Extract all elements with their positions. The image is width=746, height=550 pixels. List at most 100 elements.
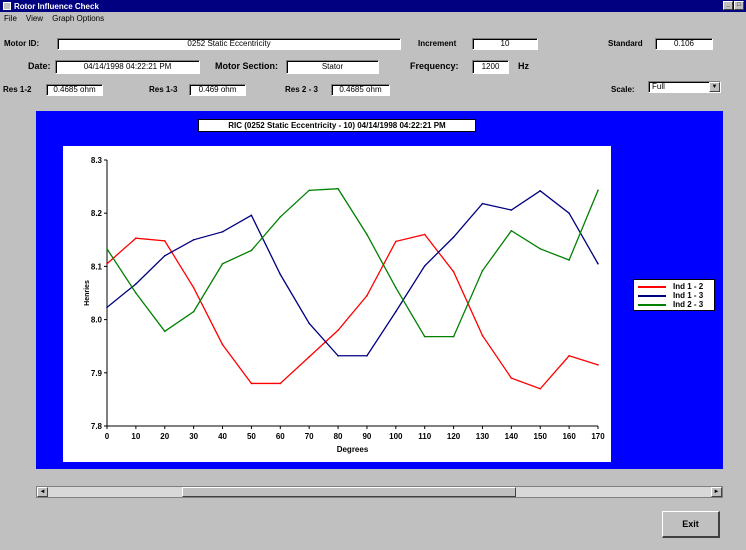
date-field[interactable]: 04/14/1998 04:22:21 PM xyxy=(55,60,200,74)
data-point-ind-1-3 xyxy=(308,322,310,325)
res13-field[interactable]: 0.469 ohm xyxy=(189,84,246,96)
data-point-ind-2-3 xyxy=(366,233,368,236)
data-point-ind-1-2 xyxy=(423,233,426,236)
chevron-down-icon[interactable]: ▼ xyxy=(709,82,720,92)
legend-entry-ind-1-3: Ind 1 - 3 xyxy=(638,291,712,300)
data-point-ind-2-3 xyxy=(452,335,455,338)
legend-label-ind-1-2: Ind 1 - 2 xyxy=(673,282,704,291)
data-point-ind-1-2 xyxy=(250,382,253,385)
scroll-thumb[interactable] xyxy=(182,487,516,497)
motor-section-field[interactable]: Stator xyxy=(286,60,379,74)
maximize-button[interactable]: □ xyxy=(734,1,744,10)
series-line-ind-1-3 xyxy=(106,190,599,357)
title-bar: Rotor Influence Check _ □ xyxy=(0,0,746,12)
menu-file[interactable]: File xyxy=(4,14,17,23)
series-line-ind-2-3 xyxy=(106,188,599,338)
x-tick-label: 10 xyxy=(131,432,140,441)
data-point-ind-1-3 xyxy=(539,190,542,192)
data-point-ind-2-3 xyxy=(568,259,570,261)
x-tick-label: 160 xyxy=(562,432,576,441)
data-point-ind-1-2 xyxy=(510,377,513,379)
scale-select[interactable]: Full ▼ xyxy=(648,81,721,93)
data-point-ind-1-3 xyxy=(366,354,368,357)
data-point-ind-2-3 xyxy=(192,310,195,313)
series-line-ind-1-2 xyxy=(106,233,599,390)
data-point-ind-1-2 xyxy=(308,356,310,358)
data-point-ind-1-3 xyxy=(597,262,599,265)
menu-bar: File View Graph Options xyxy=(0,13,113,24)
x-tick-label: 100 xyxy=(389,432,403,441)
x-tick-label: 170 xyxy=(591,432,605,441)
scroll-right-icon[interactable]: ► xyxy=(711,487,722,497)
horizontal-scrollbar[interactable]: ◄ ► xyxy=(36,486,723,498)
data-point-ind-1-2 xyxy=(192,286,195,289)
data-point-ind-2-3 xyxy=(337,187,339,190)
x-tick-label: 130 xyxy=(476,432,490,441)
res23-field[interactable]: 0.4685 ohm xyxy=(331,84,390,96)
data-point-ind-1-3 xyxy=(568,212,570,214)
legend-swatch-ind-1-3 xyxy=(638,295,666,297)
frequency-label: Frequency: xyxy=(410,61,459,71)
res13-label: Res 1-3 xyxy=(149,85,178,94)
y-tick-label: 8.1 xyxy=(91,262,103,271)
x-tick-label: 80 xyxy=(334,432,343,441)
app-icon xyxy=(3,2,11,10)
y-tick-label: 8.3 xyxy=(91,156,103,165)
data-point-ind-1-2 xyxy=(163,240,166,242)
res23-label: Res 2 - 3 xyxy=(285,85,318,94)
res12-field[interactable]: 0.4685 ohm xyxy=(46,84,103,96)
x-tick-label: 20 xyxy=(160,432,169,441)
data-point-ind-2-3 xyxy=(163,330,166,333)
y-tick-label: 8.0 xyxy=(91,316,103,325)
data-point-ind-1-2 xyxy=(395,240,397,243)
y-tick-label: 7.9 xyxy=(91,369,103,378)
data-point-ind-1-3 xyxy=(481,202,484,205)
data-point-ind-1-2 xyxy=(337,329,339,332)
data-point-ind-1-2 xyxy=(106,262,108,265)
motor-id-field[interactable]: 0252 Static Eccentricity xyxy=(57,38,401,50)
menu-graph-options[interactable]: Graph Options xyxy=(52,14,105,23)
data-point-ind-2-3 xyxy=(221,262,224,265)
data-point-ind-2-3 xyxy=(106,248,108,250)
scroll-left-icon[interactable]: ◄ xyxy=(37,487,48,497)
data-point-ind-1-3 xyxy=(510,209,513,211)
x-axis-label: Degrees xyxy=(337,445,369,454)
x-tick-label: 70 xyxy=(305,432,314,441)
data-point-ind-1-2 xyxy=(481,334,484,337)
menu-view[interactable]: View xyxy=(25,14,44,23)
motor-id-label: Motor ID: xyxy=(4,39,40,48)
data-point-ind-1-3 xyxy=(163,254,166,257)
minimize-button[interactable]: _ xyxy=(723,1,733,10)
data-point-ind-1-2 xyxy=(279,382,282,385)
data-point-ind-1-3 xyxy=(250,214,253,217)
data-point-ind-1-2 xyxy=(539,387,542,390)
motor-section-label: Motor Section: xyxy=(215,61,278,71)
data-point-ind-1-2 xyxy=(568,354,570,357)
standard-field[interactable]: 0.106 xyxy=(655,38,713,50)
legend-swatch-ind-1-2 xyxy=(638,286,666,288)
window-title: Rotor Influence Check xyxy=(14,1,99,11)
y-tick-label: 8.2 xyxy=(91,209,103,218)
x-tick-label: 90 xyxy=(362,432,371,441)
frequency-field[interactable]: 1200 xyxy=(472,60,509,74)
increment-field[interactable]: 10 xyxy=(472,38,538,50)
exit-button[interactable]: Exit xyxy=(662,511,720,538)
standard-label: Standard xyxy=(608,39,643,48)
data-point-ind-1-2 xyxy=(135,237,137,240)
y-tick-label: 7.8 xyxy=(91,422,103,431)
increment-label: Increment xyxy=(418,39,457,48)
x-tick-label: 50 xyxy=(247,432,256,441)
data-point-ind-1-3 xyxy=(395,310,397,313)
x-tick-label: 110 xyxy=(418,432,431,441)
x-tick-label: 0 xyxy=(105,432,110,441)
legend-swatch-ind-2-3 xyxy=(638,304,666,306)
data-point-ind-1-3 xyxy=(337,354,339,357)
data-point-ind-2-3 xyxy=(250,249,253,252)
data-point-ind-1-3 xyxy=(221,231,224,233)
data-point-ind-1-2 xyxy=(452,270,455,273)
data-point-ind-1-3 xyxy=(192,239,195,241)
data-point-ind-1-2 xyxy=(221,343,224,346)
x-tick-label: 60 xyxy=(276,432,285,441)
window-controls: _ □ xyxy=(723,1,744,10)
